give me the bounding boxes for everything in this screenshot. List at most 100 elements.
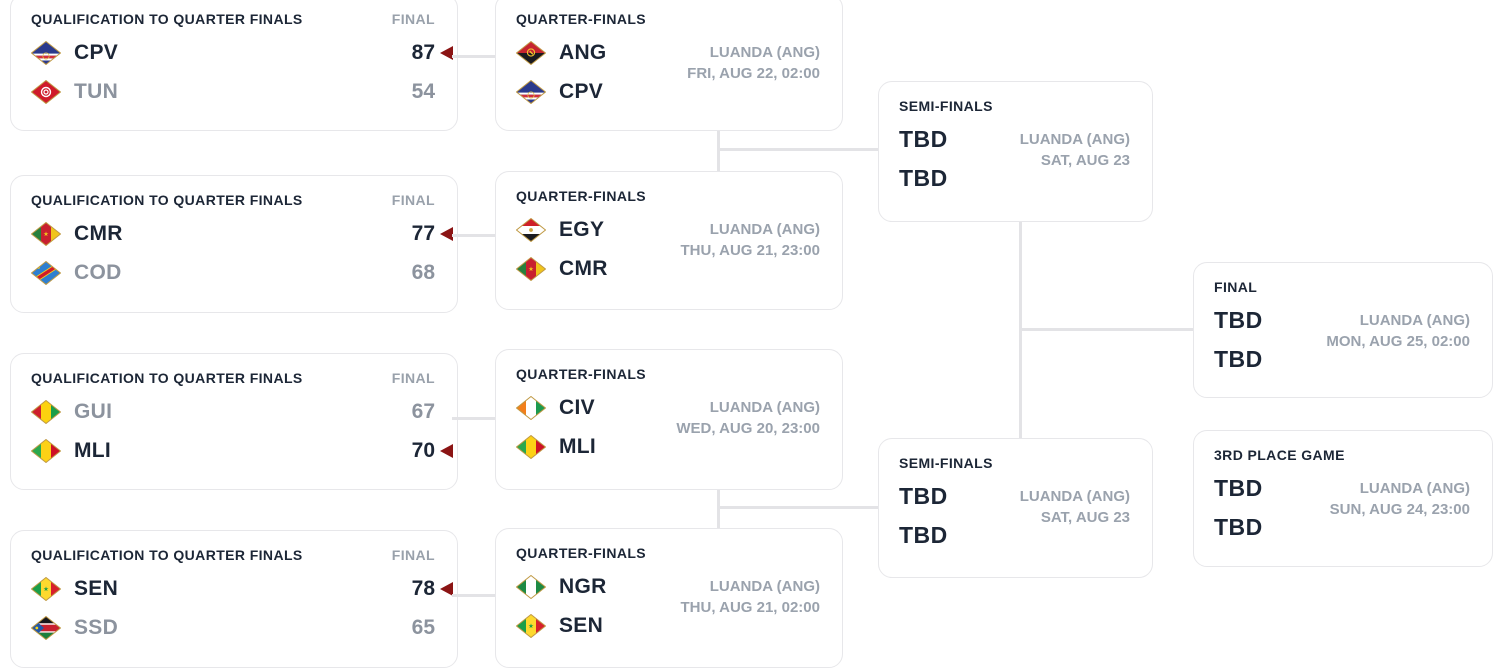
team-row: MLI	[516, 427, 596, 466]
team-row: TUN 54	[31, 72, 435, 111]
team-code: SEN	[559, 613, 604, 637]
team-code: MLI	[559, 434, 597, 458]
connector-q3-qf3	[452, 417, 495, 420]
team-row: SSD 65	[31, 608, 435, 647]
team-score: 77	[411, 221, 435, 245]
match-status: FINAL	[391, 192, 435, 208]
card-title: SEMI-FINALS	[899, 98, 993, 114]
team-row: TBD	[1214, 340, 1263, 379]
flag-sen-icon	[516, 613, 546, 638]
match-card-semifinal-1[interactable]: SEMI-FINALS TBD TBD LUANDA (ANG) SAT, AU…	[878, 81, 1153, 222]
datetime-label: SAT, AUG 23	[1040, 509, 1130, 526]
match-card-qualification-3[interactable]: QUALIFICATION TO QUARTER FINALS FINAL GU…	[10, 353, 458, 490]
connector-q1-qf1	[452, 55, 495, 58]
match-card-third-place[interactable]: 3RD PLACE GAME TBD TBD LUANDA (ANG) SUN,…	[1193, 430, 1493, 567]
card-title: QUARTER-FINALS	[516, 188, 647, 204]
team-row: NGR	[516, 567, 607, 606]
match-card-qualification-1[interactable]: QUALIFICATION TO QUARTER FINALS FINAL CP…	[10, 0, 458, 131]
flag-cpv-icon	[516, 79, 546, 104]
team-score: 78	[411, 576, 435, 600]
connector-qf34-sf2	[718, 506, 878, 509]
venue-label: LUANDA (ANG)	[1359, 480, 1470, 497]
team-row: CPV 87	[31, 33, 435, 72]
match-status: FINAL	[391, 547, 435, 563]
venue-datetime: LUANDA (ANG) THU, AUG 21, 23:00	[681, 210, 821, 288]
card-title: QUALIFICATION TO QUARTER FINALS	[31, 192, 303, 208]
venue-datetime: LUANDA (ANG) SAT, AUG 23	[1020, 477, 1130, 555]
card-title: SEMI-FINALS	[899, 455, 993, 471]
flag-cmr-icon	[31, 221, 61, 246]
team-row: COD 68	[31, 253, 435, 292]
datetime-label: WED, AUG 20, 23:00	[676, 420, 820, 437]
flag-ngr-icon	[516, 574, 546, 599]
flag-ssd-icon	[31, 615, 61, 640]
team-code: CMR	[559, 256, 608, 280]
connector-sf-final	[1020, 328, 1193, 331]
team-placeholder: TBD	[1214, 346, 1263, 372]
team-placeholder: TBD	[899, 165, 948, 191]
datetime-label: THU, AUG 21, 02:00	[680, 599, 821, 616]
match-card-qualification-2[interactable]: QUALIFICATION TO QUARTER FINALS FINAL CM…	[10, 175, 458, 313]
team-row: TBD	[1214, 508, 1263, 547]
flag-tun-icon	[31, 79, 61, 104]
team-code: TUN	[74, 79, 119, 103]
team-code: COD	[74, 260, 122, 284]
flag-ang-icon	[516, 40, 546, 65]
team-row: TBD	[899, 477, 948, 516]
team-row: SEN	[516, 606, 607, 645]
winner-arrow-icon	[440, 46, 453, 60]
flag-civ-icon	[516, 395, 546, 420]
team-score: 67	[411, 399, 435, 423]
team-row: TBD	[1214, 301, 1263, 340]
team-code: GUI	[74, 399, 113, 423]
venue-datetime: LUANDA (ANG) FRI, AUG 22, 02:00	[687, 33, 820, 111]
match-card-quarterfinal-1[interactable]: QUARTER-FINALS ANG CPV LUANDA (ANG) FRI,…	[495, 0, 843, 131]
venue-label: LUANDA (ANG)	[1019, 488, 1130, 505]
venue-datetime: LUANDA (ANG) MON, AUG 25, 02:00	[1326, 301, 1470, 379]
team-placeholder: TBD	[899, 126, 948, 152]
team-code: CPV	[559, 79, 604, 103]
team-code: ANG	[559, 40, 607, 64]
winner-arrow-icon	[440, 582, 453, 596]
team-row: GUI 67	[31, 392, 435, 431]
team-row: CMR	[516, 249, 608, 288]
flag-cpv-icon	[31, 40, 61, 65]
match-card-semifinal-2[interactable]: SEMI-FINALS TBD TBD LUANDA (ANG) SAT, AU…	[878, 438, 1153, 578]
venue-label: LUANDA (ANG)	[1019, 131, 1130, 148]
datetime-label: SAT, AUG 23	[1040, 152, 1130, 169]
team-placeholder: TBD	[899, 483, 948, 509]
flag-mli-icon	[31, 438, 61, 463]
team-row: TBD	[899, 120, 948, 159]
team-score: 70	[411, 438, 435, 462]
venue-label: LUANDA (ANG)	[1359, 312, 1470, 329]
venue-datetime: LUANDA (ANG) THU, AUG 21, 02:00	[681, 567, 821, 645]
team-row: TBD	[1214, 469, 1263, 508]
team-code: CPV	[74, 40, 119, 64]
match-card-quarterfinal-3[interactable]: QUARTER-FINALS CIV MLI LUANDA (ANG) WED,…	[495, 349, 843, 490]
datetime-label: FRI, AUG 22, 02:00	[687, 65, 820, 82]
team-row: ANG	[516, 33, 607, 72]
team-row: MLI 70	[31, 431, 435, 470]
match-status: FINAL	[391, 370, 435, 386]
team-row: TBD	[899, 159, 948, 198]
team-row: CPV	[516, 72, 607, 111]
match-card-quarterfinal-4[interactable]: QUARTER-FINALS NGR SEN LUANDA (ANG) THU,…	[495, 528, 843, 668]
team-placeholder: TBD	[899, 522, 948, 548]
team-row: SEN 78	[31, 569, 435, 608]
venue-label: LUANDA (ANG)	[709, 44, 820, 61]
match-card-quarterfinal-2[interactable]: QUARTER-FINALS EGY CMR LUANDA (ANG) THU,…	[495, 171, 843, 310]
team-row: CIV	[516, 388, 596, 427]
team-code: SSD	[74, 615, 119, 639]
winner-arrow-icon	[440, 227, 453, 241]
venue-datetime: LUANDA (ANG) SUN, AUG 24, 23:00	[1330, 469, 1470, 547]
team-placeholder: TBD	[1214, 514, 1263, 540]
match-card-qualification-4[interactable]: QUALIFICATION TO QUARTER FINALS FINAL SE…	[10, 530, 458, 668]
datetime-label: SUN, AUG 24, 23:00	[1329, 501, 1470, 518]
winner-arrow-icon	[440, 444, 453, 458]
card-title: QUALIFICATION TO QUARTER FINALS	[31, 370, 303, 386]
team-code: CIV	[559, 395, 595, 419]
card-title: QUARTER-FINALS	[516, 11, 647, 27]
match-card-final[interactable]: FINAL TBD TBD LUANDA (ANG) MON, AUG 25, …	[1193, 262, 1493, 398]
card-title: QUARTER-FINALS	[516, 545, 647, 561]
card-title: 3RD PLACE GAME	[1214, 447, 1345, 463]
